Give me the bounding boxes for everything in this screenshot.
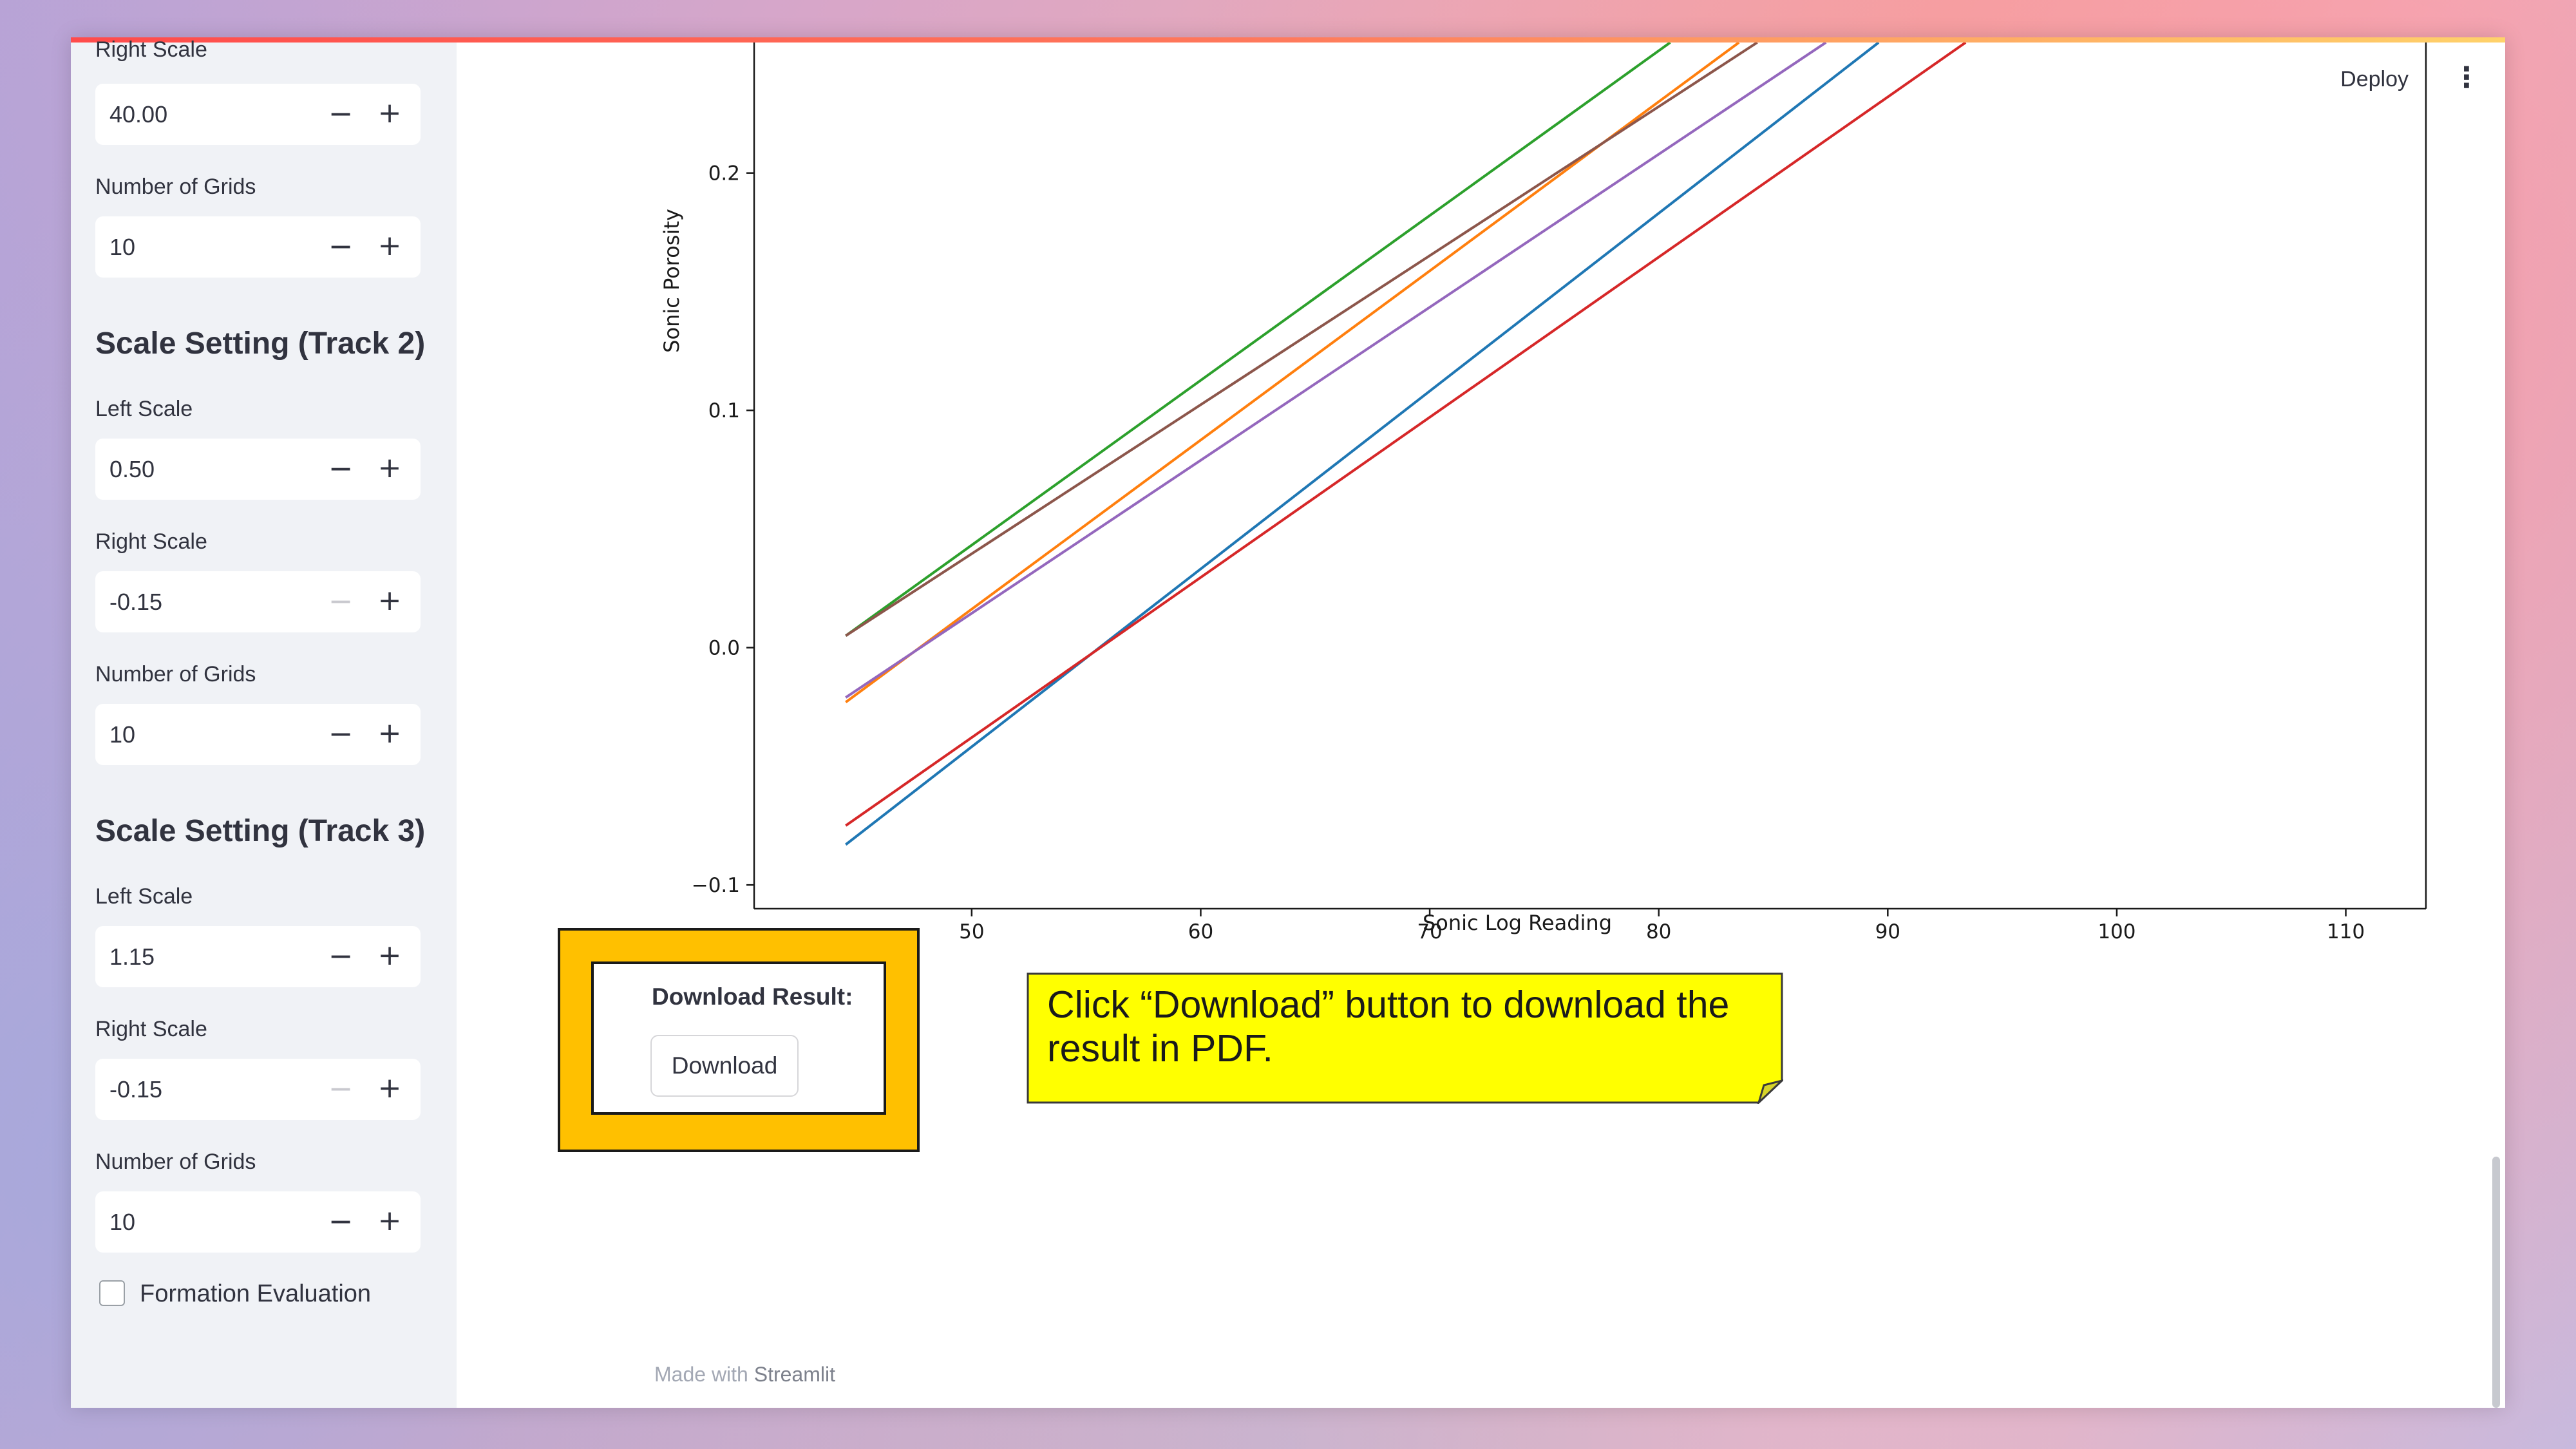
grids-label-track3: Number of Grids	[95, 1150, 256, 1174]
increment-button[interactable]: +	[377, 717, 402, 750]
deploy-button[interactable]: Deploy	[2340, 67, 2409, 91]
app-window: Right Scale 40.00 − + Number of Grids 10…	[71, 37, 2505, 1408]
formation-evaluation-label[interactable]: Formation Evaluation	[140, 1280, 372, 1307]
series-line-6	[845, 43, 1758, 637]
download-title: Download Result:	[652, 983, 853, 1010]
main-area: Deploy ⋮ 50 60 70 80 90 100 110 −0.1 0.0 0.1 0.2 S…	[457, 43, 2505, 1408]
y-axis-label: Sonic Porosity	[659, 209, 684, 353]
download-highlight-box: Download Result: Download	[558, 928, 920, 1152]
series-line-3	[845, 43, 1671, 637]
scrollbar[interactable]	[2492, 1157, 2500, 1408]
sidebar: Right Scale 40.00 − + Number of Grids 10…	[71, 37, 457, 1408]
grids-input-track3[interactable]: 10 − +	[95, 1191, 421, 1253]
x-tick-label: 60	[1188, 920, 1213, 943]
input-value[interactable]: 10	[109, 234, 136, 260]
left-scale-input-track3[interactable]: 1.15 − +	[95, 926, 421, 987]
decrement-button[interactable]: −	[328, 716, 354, 751]
download-panel: Download Result: Download	[591, 961, 886, 1115]
track2-heading: Scale Setting (Track 2)	[95, 327, 426, 361]
streamlit-link[interactable]: Streamlit	[753, 1363, 835, 1386]
series-line-5	[845, 43, 1827, 699]
formation-evaluation-checkbox[interactable]	[99, 1280, 125, 1306]
right-scale-label-track3: Right Scale	[95, 1017, 207, 1041]
decoration-bar	[71, 37, 2505, 43]
y-tick-label: 0.0	[708, 637, 740, 660]
decrement-button[interactable]: −	[328, 451, 354, 486]
x-tick-label: 50	[959, 920, 984, 943]
increment-button[interactable]: +	[377, 1204, 402, 1237]
left-scale-label-track2: Left Scale	[95, 397, 193, 421]
x-tick-label: 110	[2327, 920, 2365, 943]
callout-note: Click “Download” button to download the …	[1027, 972, 1783, 1104]
input-value[interactable]: 10	[109, 1209, 136, 1235]
grids-input-track2[interactable]: 10 − +	[95, 704, 421, 765]
decrement-button[interactable]: −	[328, 1204, 354, 1238]
decrement-button[interactable]: −	[328, 229, 354, 263]
track3-heading: Scale Setting (Track 3)	[95, 814, 426, 848]
right-scale-input-track3[interactable]: -0.15 − +	[95, 1059, 421, 1120]
decrement-button[interactable]: −	[328, 96, 354, 131]
input-value[interactable]: -0.15	[109, 589, 163, 615]
callout-text: Click “Download” button to download the …	[1047, 983, 1730, 1070]
increment-button[interactable]: +	[377, 97, 402, 129]
series-line-1	[845, 43, 1880, 846]
footer-prefix: Made with	[654, 1363, 748, 1386]
download-button[interactable]: Download	[650, 1035, 799, 1097]
x-tick-label: 80	[1646, 920, 1671, 943]
y-tick-label: 0.2	[708, 162, 740, 185]
left-scale-input-track2[interactable]: 0.50 − +	[95, 439, 421, 500]
chart: 50 60 70 80 90 100 110 −0.1 0.0 0.1 0.2 Sonic Log …	[659, 43, 2427, 943]
grids-label-track1: Number of Grids	[95, 175, 256, 199]
y-tick-label: −0.1	[692, 874, 740, 897]
input-value[interactable]: 0.50	[109, 456, 155, 482]
right-scale-input-track1[interactable]: 40.00 − +	[95, 84, 421, 145]
grids-label-track2: Number of Grids	[95, 662, 256, 687]
grids-input-track1[interactable]: 10 − +	[95, 216, 421, 278]
decrement-button[interactable]: −	[328, 583, 354, 618]
increment-button[interactable]: +	[377, 1072, 402, 1104]
decrement-button[interactable]: −	[328, 1071, 354, 1106]
increment-button[interactable]: +	[377, 451, 402, 484]
input-value[interactable]: 40.00	[109, 101, 168, 128]
increment-button[interactable]: +	[377, 939, 402, 972]
decrement-button[interactable]: −	[328, 938, 354, 973]
increment-button[interactable]: +	[377, 584, 402, 617]
right-scale-input-track2[interactable]: -0.15 − +	[95, 571, 421, 632]
right-scale-label-track1: Right Scale	[95, 37, 207, 62]
input-value[interactable]: 1.15	[109, 943, 155, 970]
input-value[interactable]: 10	[109, 721, 136, 748]
right-scale-label-track2: Right Scale	[95, 529, 207, 554]
x-axis-label: Sonic Log Reading	[1423, 911, 1612, 935]
left-scale-label-track3: Left Scale	[95, 884, 193, 909]
x-tick-label: 100	[2098, 920, 2136, 943]
increment-button[interactable]: +	[377, 229, 402, 262]
x-tick-label: 70	[1417, 920, 1442, 943]
series-line-4	[845, 43, 1967, 827]
y-tick-label: 0.1	[708, 399, 740, 422]
footer: Made with Streamlit	[654, 1363, 835, 1387]
input-value[interactable]: -0.15	[109, 1076, 163, 1103]
x-tick-label: 90	[1875, 920, 1900, 943]
